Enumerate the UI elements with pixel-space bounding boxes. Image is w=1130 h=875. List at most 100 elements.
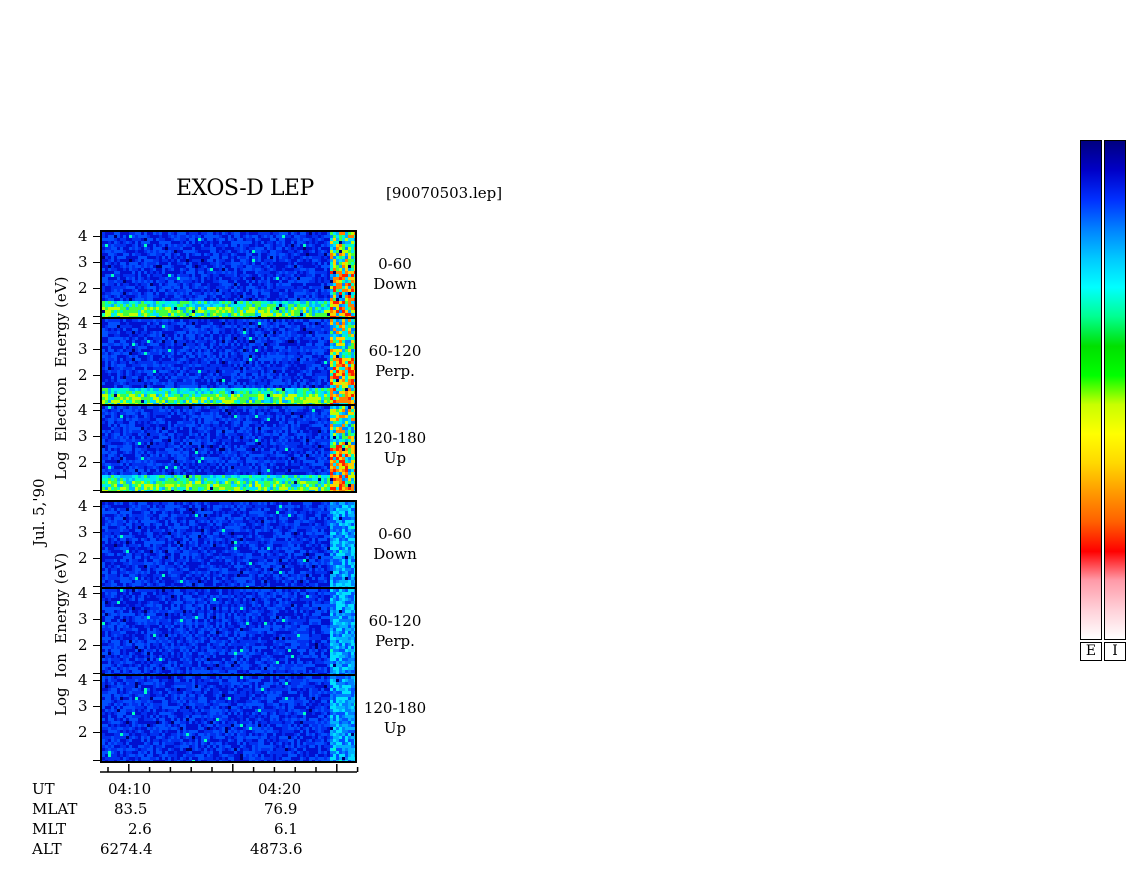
heatmap-cell — [234, 292, 237, 295]
heatmap-cell — [111, 313, 114, 316]
heatmap-cell — [336, 298, 339, 301]
heatmap-cell — [210, 337, 213, 340]
heatmap-cell — [186, 346, 189, 349]
heatmap-cell — [276, 364, 279, 367]
heatmap-cell — [300, 295, 303, 298]
heatmap-cell — [210, 277, 213, 280]
heatmap-cell — [243, 244, 246, 247]
heatmap-cell — [243, 277, 246, 280]
heatmap-cell — [279, 253, 282, 256]
heatmap-cell — [111, 262, 114, 265]
heatmap-cell — [207, 280, 210, 283]
heatmap-cell — [339, 391, 342, 394]
heatmap-cell — [294, 394, 297, 397]
heatmap-cell — [285, 310, 288, 313]
heatmap-cell — [129, 364, 132, 367]
heatmap-cell — [276, 388, 279, 391]
heatmap-cell — [117, 295, 120, 298]
heatmap-cell — [192, 331, 195, 334]
heatmap-cell — [168, 241, 171, 244]
heatmap-cell — [252, 280, 255, 283]
heatmap-cell — [132, 343, 135, 346]
heatmap-cell — [315, 244, 318, 247]
heatmap-cell — [225, 352, 228, 355]
heatmap-cell — [216, 376, 219, 379]
heatmap-cell — [288, 349, 291, 352]
heatmap-cell — [159, 232, 162, 235]
heatmap-cell — [123, 235, 126, 238]
heatmap-cell — [108, 292, 111, 295]
heatmap-cell — [135, 400, 138, 403]
heatmap-cell — [180, 406, 183, 409]
heatmap-cell — [120, 244, 123, 247]
heatmap-cell — [354, 352, 355, 355]
heatmap-cell — [186, 292, 189, 295]
heatmap-cell — [336, 325, 339, 328]
heatmap-cell — [159, 385, 162, 388]
heatmap-cell — [318, 337, 321, 340]
heatmap-cell — [267, 244, 270, 247]
heatmap-cell — [192, 355, 195, 358]
heatmap-cell — [177, 250, 180, 253]
heatmap-cell — [306, 313, 309, 316]
heatmap-cell — [261, 379, 264, 382]
heatmap-cell — [174, 328, 177, 331]
heatmap-cell — [117, 241, 120, 244]
heatmap-cell — [216, 262, 219, 265]
heatmap-cell — [342, 397, 345, 400]
heatmap-cell — [156, 295, 159, 298]
heatmap-cell — [327, 265, 330, 268]
heatmap-cell — [270, 283, 273, 286]
heatmap-cell — [303, 310, 306, 313]
heatmap-cell — [183, 259, 186, 262]
heatmap-cell — [114, 322, 117, 325]
heatmap-cell — [303, 394, 306, 397]
heatmap-cell — [339, 250, 342, 253]
heatmap-cell — [192, 253, 195, 256]
heatmap-cell — [246, 319, 249, 322]
heatmap-cell — [180, 259, 183, 262]
heatmap-cell — [210, 361, 213, 364]
heatmap-cell — [246, 310, 249, 313]
heatmap-cell — [225, 289, 228, 292]
heatmap-cell — [351, 271, 354, 274]
heatmap-cell — [129, 295, 132, 298]
heatmap-cell — [144, 391, 147, 394]
heatmap-cell — [270, 232, 273, 235]
heatmap-cell — [105, 289, 108, 292]
heatmap-cell — [180, 361, 183, 364]
heatmap-cell — [210, 286, 213, 289]
heatmap-cell — [348, 331, 351, 334]
heatmap-cell — [207, 259, 210, 262]
heatmap-cell — [243, 298, 246, 301]
heatmap-cell — [165, 352, 168, 355]
heatmap-cell — [198, 313, 201, 316]
heatmap-cell — [342, 271, 345, 274]
heatmap-cell — [267, 370, 270, 373]
heatmap-cell — [171, 265, 174, 268]
heatmap-cell — [135, 250, 138, 253]
heatmap-cell — [141, 367, 144, 370]
heatmap-cell — [261, 235, 264, 238]
heatmap-cell — [150, 337, 153, 340]
heatmap-cell — [345, 283, 348, 286]
heatmap-cell — [318, 376, 321, 379]
heatmap-cell — [330, 328, 333, 331]
heatmap-cell — [117, 301, 120, 304]
heatmap-cell — [117, 280, 120, 283]
heatmap-cell — [123, 361, 126, 364]
heatmap-cell — [177, 238, 180, 241]
heatmap-cell — [270, 319, 273, 322]
heatmap-cell — [219, 277, 222, 280]
heatmap-cell — [177, 253, 180, 256]
heatmap-cell — [315, 310, 318, 313]
heatmap-cell — [186, 355, 189, 358]
heatmap-cell — [333, 277, 336, 280]
heatmap-cell — [330, 298, 333, 301]
heatmap-cell — [237, 403, 240, 404]
heatmap-cell — [126, 283, 129, 286]
heatmap-cell — [333, 394, 336, 397]
heatmap-cell — [132, 355, 135, 358]
heatmap-cell — [270, 304, 273, 307]
heatmap-cell — [324, 325, 327, 328]
